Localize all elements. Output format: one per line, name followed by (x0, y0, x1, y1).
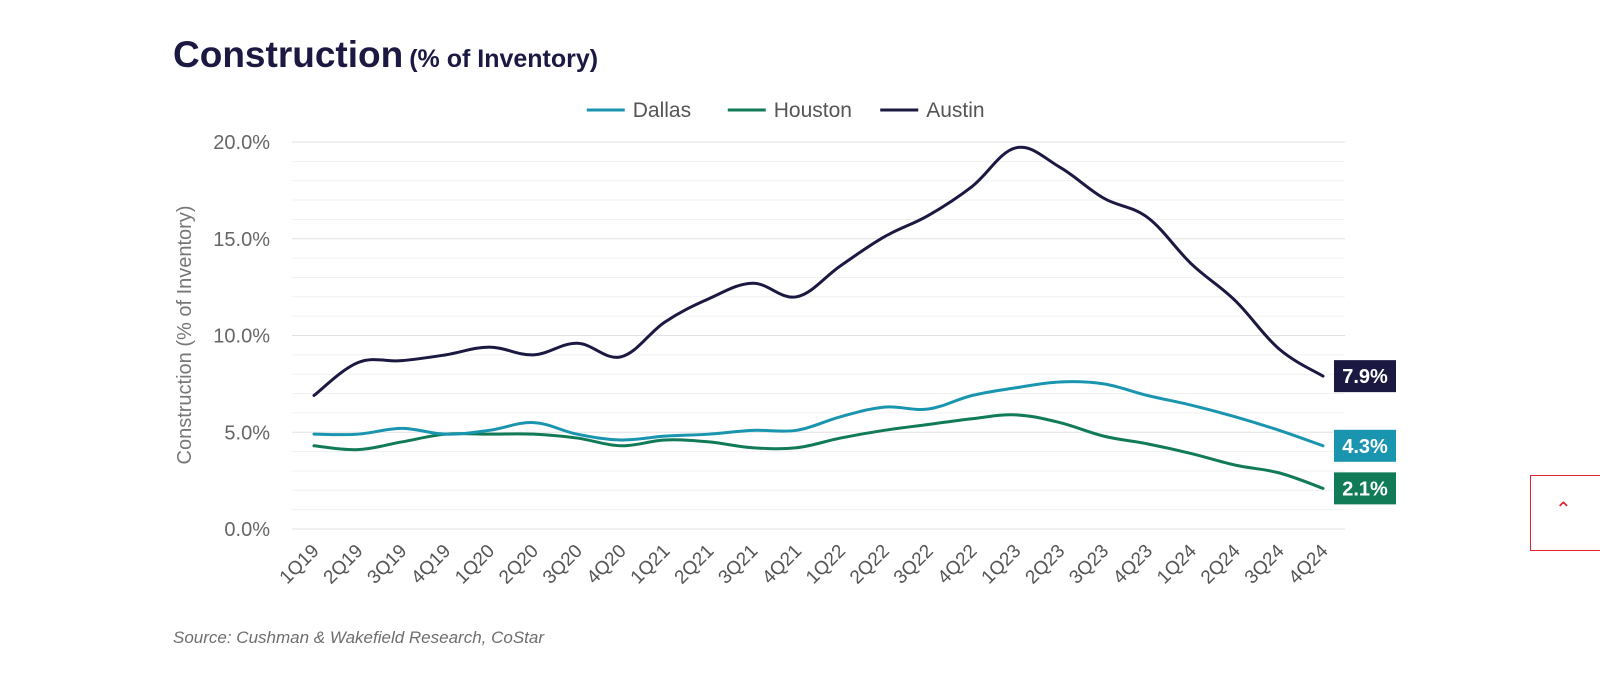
chevron-up-icon: ⌃ (1555, 499, 1572, 521)
series-line-dallas (312, 380, 1325, 448)
x-tick-label: 1Q20 (451, 541, 499, 589)
x-tick-label: 2Q24 (1197, 540, 1245, 588)
y-tick-label: 15.0% (213, 229, 270, 251)
x-tick-label: 1Q23 (978, 541, 1026, 589)
x-tick-label: 3Q19 (364, 541, 412, 589)
end-label-austin: 7.9% (1334, 360, 1396, 393)
x-tick-label: 2Q22 (846, 541, 894, 589)
end-label-text: 2.1% (1342, 478, 1388, 500)
y-tick-label: 5.0% (224, 422, 270, 444)
x-tick-label: 4Q23 (1109, 541, 1157, 589)
end-label-text: 7.9% (1342, 366, 1388, 388)
x-tick-label: 1Q24 (1153, 540, 1201, 588)
legend-item-houston: Houston (727, 99, 852, 122)
legend-item-dallas: Dallas (586, 99, 691, 122)
x-tick-label: 2Q23 (1022, 541, 1070, 589)
x-tick-label: 2Q20 (495, 541, 543, 589)
chart-title-main: Construction (173, 34, 404, 75)
chart-title: Construction (% of Inventory) (173, 34, 598, 76)
chart-title-sub: (% of Inventory) (409, 45, 599, 73)
end-label-box (1334, 472, 1396, 505)
series-line-houston (312, 413, 1325, 490)
x-tick-label: 3Q21 (715, 541, 763, 589)
y-tick-label: 20.0% (213, 132, 270, 154)
legend-label: Dallas (633, 99, 691, 122)
x-tick-label: 3Q20 (539, 541, 587, 589)
x-tick-label: 3Q23 (1065, 541, 1113, 589)
x-tick-label: 2Q19 (320, 541, 368, 589)
end-label-houston: 2.1% (1334, 472, 1396, 505)
x-tick-label: 1Q19 (276, 541, 324, 589)
x-tick-label: 1Q21 (627, 541, 675, 589)
x-tick-label: 3Q24 (1241, 540, 1289, 588)
y-tick-label: 10.0% (213, 326, 270, 348)
legend-label: Austin (926, 99, 984, 122)
end-label-dallas: 4.3% (1334, 429, 1396, 462)
legend-item-austin: Austin (880, 99, 985, 122)
legend-label: Houston (774, 99, 852, 122)
end-label-box (1334, 360, 1396, 393)
x-tick-label: 3Q22 (890, 541, 938, 589)
x-tick-label: 4Q21 (758, 541, 806, 589)
x-tick-label: 1Q22 (802, 541, 850, 589)
scroll-to-top-button[interactable]: ⌃ (1530, 475, 1600, 551)
x-tick-label: 4Q24 (1285, 540, 1333, 588)
x-tick-label: 4Q22 (934, 541, 982, 589)
x-tick-label: 4Q20 (583, 541, 631, 589)
y-axis-label: Construction (% of Inventory) (174, 206, 196, 465)
y-tick-label: 0.0% (224, 519, 270, 541)
series-line-austin (312, 145, 1325, 397)
end-label-text: 4.3% (1342, 436, 1388, 458)
end-label-box (1334, 429, 1396, 462)
x-tick-label: 4Q19 (407, 541, 455, 589)
source-note: Source: Cushman & Wakefield Research, Co… (173, 628, 545, 647)
x-tick-label: 2Q21 (671, 541, 719, 589)
